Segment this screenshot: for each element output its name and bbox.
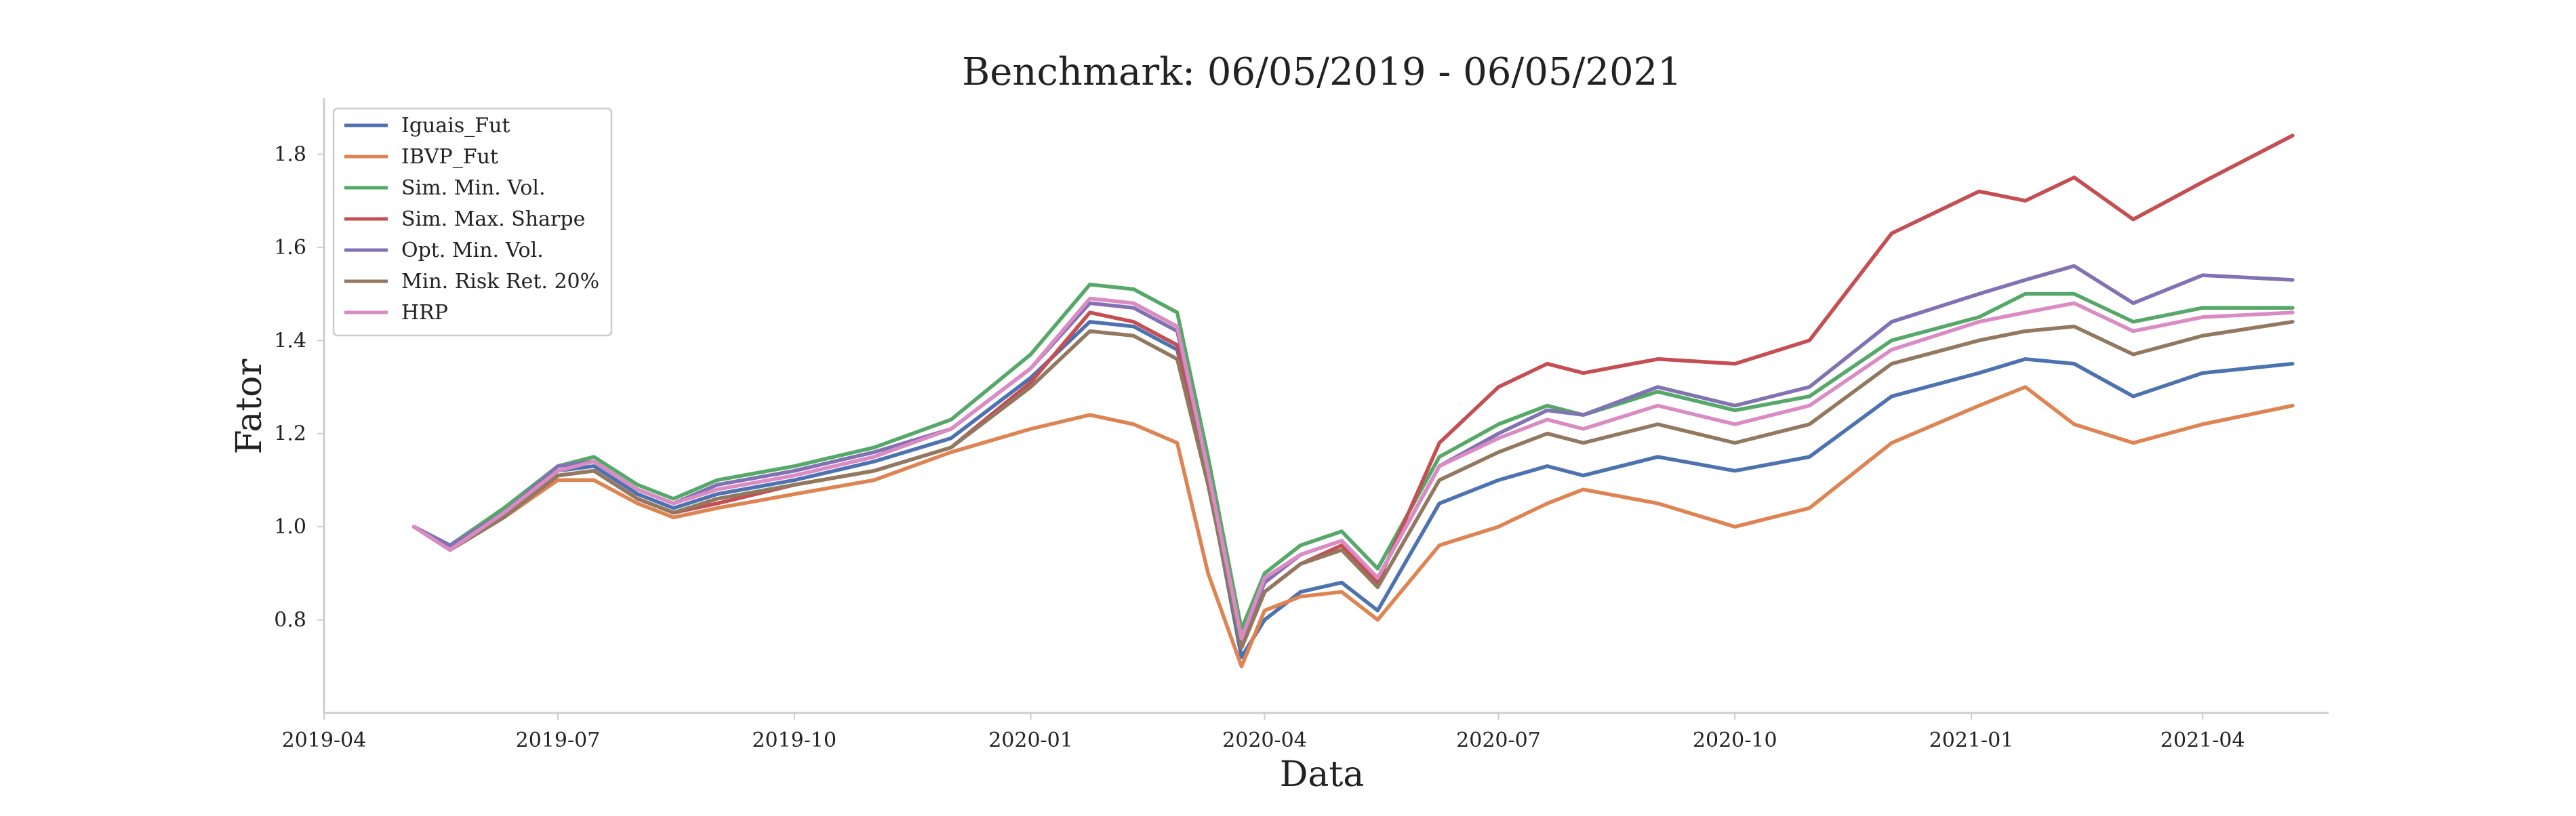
legend-label: Min. Risk Ret. 20% bbox=[401, 270, 599, 293]
legend-label: Sim. Min. Vol. bbox=[401, 176, 545, 200]
x-tick-label: 2019-04 bbox=[282, 729, 367, 752]
x-tick-label: 2021-01 bbox=[1929, 729, 2014, 752]
y-tick-label: 1.4 bbox=[274, 329, 306, 352]
y-tick-label: 1.6 bbox=[274, 236, 306, 260]
legend-label: Opt. Min. Vol. bbox=[401, 239, 544, 262]
x-tick-label: 2020-07 bbox=[1456, 729, 1541, 752]
series-line-2 bbox=[411, 283, 2295, 632]
y-axis-ticks: 0.8 1.0 1.2 1.4 1.6 1.8 bbox=[274, 142, 324, 632]
legend-label: Iguais_Fut bbox=[401, 114, 510, 138]
legend-label: Sim. Max. Sharpe bbox=[401, 207, 585, 231]
x-axis-ticks: 2019-04 2019-07 2019-10 2020-01 2020-04 2020-… bbox=[282, 713, 2245, 752]
x-tick-label: 2021-04 bbox=[2160, 729, 2245, 752]
series-line-5 bbox=[411, 320, 2295, 650]
x-tick-label: 2020-10 bbox=[1693, 729, 1777, 752]
y-tick-label: 1.2 bbox=[274, 422, 306, 446]
x-axis-label: Data bbox=[1280, 754, 1365, 795]
series-line-1 bbox=[411, 385, 2295, 669]
legend-label: HRP bbox=[401, 301, 448, 325]
x-tick-label: 2019-07 bbox=[516, 729, 601, 752]
y-tick-label: 1.0 bbox=[274, 515, 306, 539]
series-line-4 bbox=[411, 264, 2295, 640]
y-tick-label: 1.8 bbox=[274, 142, 306, 166]
legend-box bbox=[332, 107, 613, 337]
x-tick-label: 2020-04 bbox=[1222, 729, 1307, 752]
series-line-0 bbox=[411, 320, 2295, 659]
series-line-6 bbox=[411, 296, 2295, 640]
y-tick-label: 0.8 bbox=[274, 609, 306, 632]
chart-title: Benchmark: 06/05/2019 - 06/05/2021 bbox=[962, 50, 1682, 94]
legend-label: IBVP_Fut bbox=[401, 145, 498, 169]
legend: Iguais_Fut IBVP_Fut Sim. Min. Vol. Sim. Max… bbox=[332, 107, 613, 337]
y-axis-label: Fator bbox=[229, 359, 270, 455]
series-lines bbox=[411, 134, 2295, 669]
x-tick-label: 2020-01 bbox=[988, 729, 1073, 752]
x-tick-label: 2019-10 bbox=[752, 729, 837, 752]
